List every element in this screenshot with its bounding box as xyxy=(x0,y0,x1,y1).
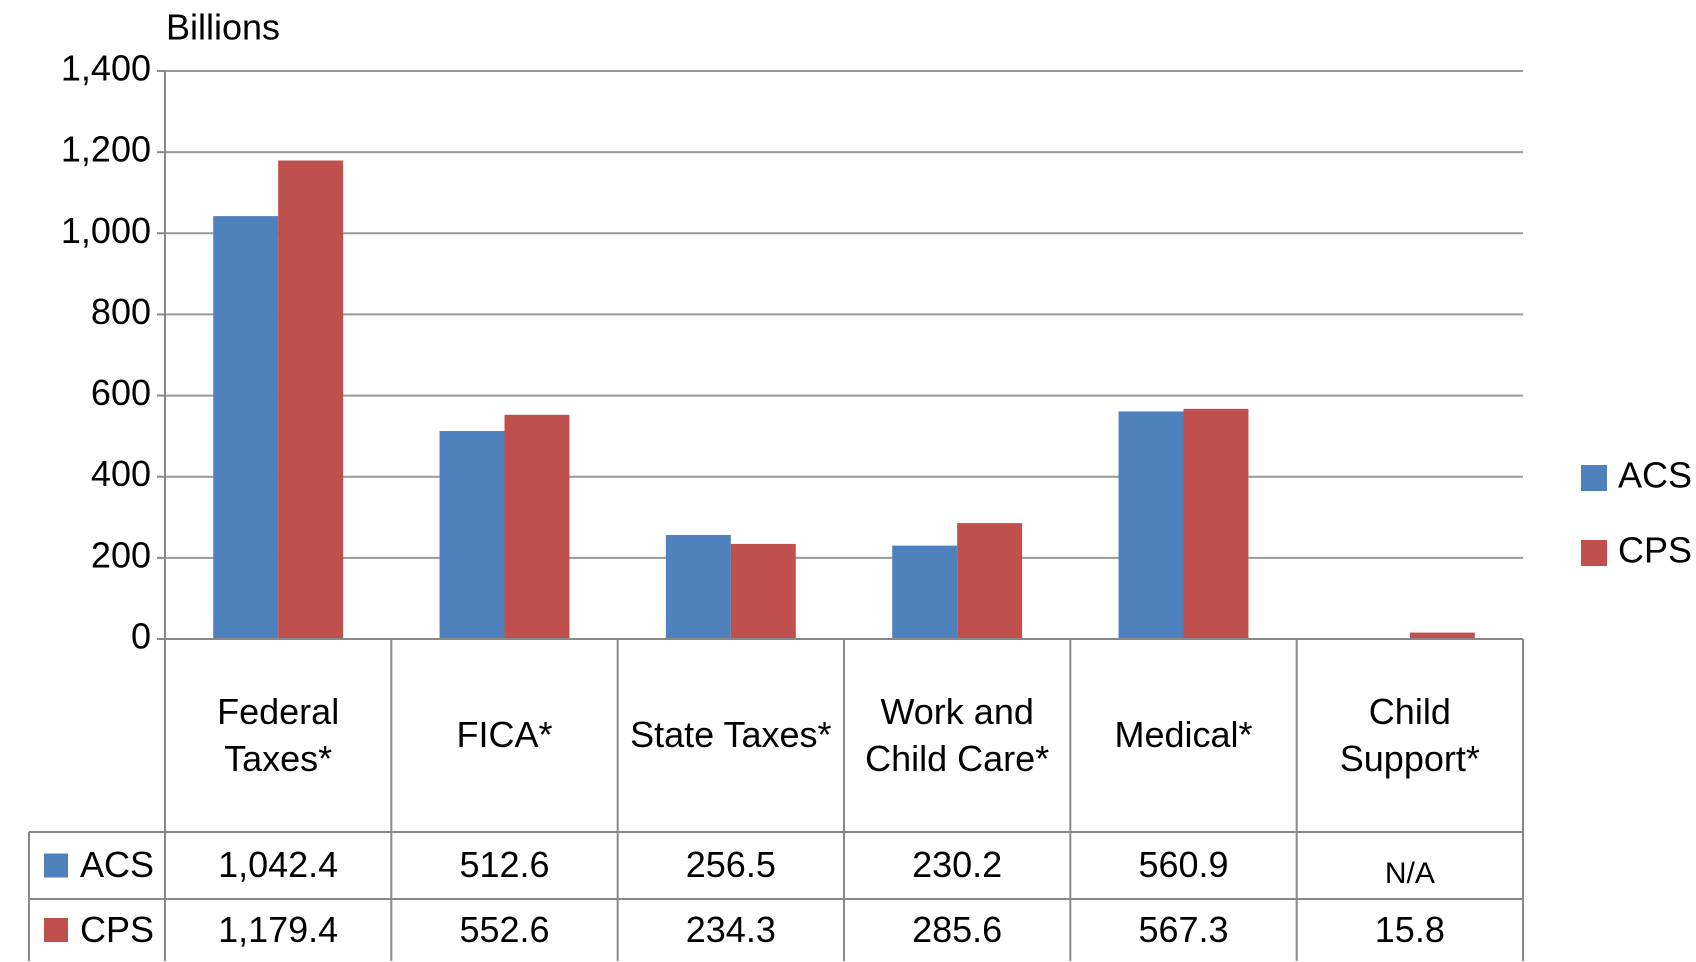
bar xyxy=(504,414,570,639)
legend-swatch xyxy=(44,918,68,942)
legend-swatch xyxy=(1581,540,1607,566)
table-value: 560.9 xyxy=(1138,844,1229,886)
bar xyxy=(1409,632,1475,639)
y-tick-label: 200 xyxy=(91,534,151,575)
bar xyxy=(892,545,958,639)
row-label: ACS xyxy=(80,844,155,886)
category-label: Medical* xyxy=(1114,714,1253,756)
bar xyxy=(1183,408,1249,639)
y-tick-label: 600 xyxy=(91,372,151,413)
legend-swatch xyxy=(1581,465,1607,491)
y-axis-label: Billions xyxy=(166,7,280,48)
y-tick-label: 0 xyxy=(131,616,151,657)
table-value: 15.8 xyxy=(1374,908,1445,950)
table-value: 1,179.4 xyxy=(218,908,339,950)
bar xyxy=(213,216,279,639)
bar xyxy=(665,534,731,639)
y-tick-label: 1,200 xyxy=(61,129,151,170)
table-value: 567.3 xyxy=(1138,908,1229,950)
legend-label: CPS xyxy=(1618,530,1692,571)
category-label: Work and Child Care* xyxy=(865,690,1050,779)
bar xyxy=(439,431,505,639)
bar xyxy=(730,543,796,639)
category-label: FICA* xyxy=(456,714,553,756)
table-value: 256.5 xyxy=(685,844,776,886)
table-value: 234.3 xyxy=(685,908,776,950)
y-tick-label: 800 xyxy=(91,291,151,332)
bar xyxy=(957,523,1023,639)
y-tick-label: 400 xyxy=(91,453,151,494)
table-value: N/A xyxy=(1384,857,1435,890)
row-label: CPS xyxy=(80,908,155,950)
bar xyxy=(1118,411,1184,639)
table-value: 1,042.4 xyxy=(218,844,339,886)
table-value: 552.6 xyxy=(459,908,550,950)
category-label: Child Support* xyxy=(1339,690,1480,779)
table-value: 230.2 xyxy=(912,844,1003,886)
y-tick-label: 1,400 xyxy=(61,48,151,89)
table-value: 285.6 xyxy=(912,908,1003,950)
category-label: State Taxes* xyxy=(630,714,832,756)
bar xyxy=(278,160,344,640)
legend-swatch xyxy=(44,853,68,878)
category-label: Federal Taxes* xyxy=(217,690,340,779)
y-tick-label: 1,000 xyxy=(61,210,151,251)
legend-label: ACS xyxy=(1618,455,1692,496)
table-value: 512.6 xyxy=(459,844,550,886)
